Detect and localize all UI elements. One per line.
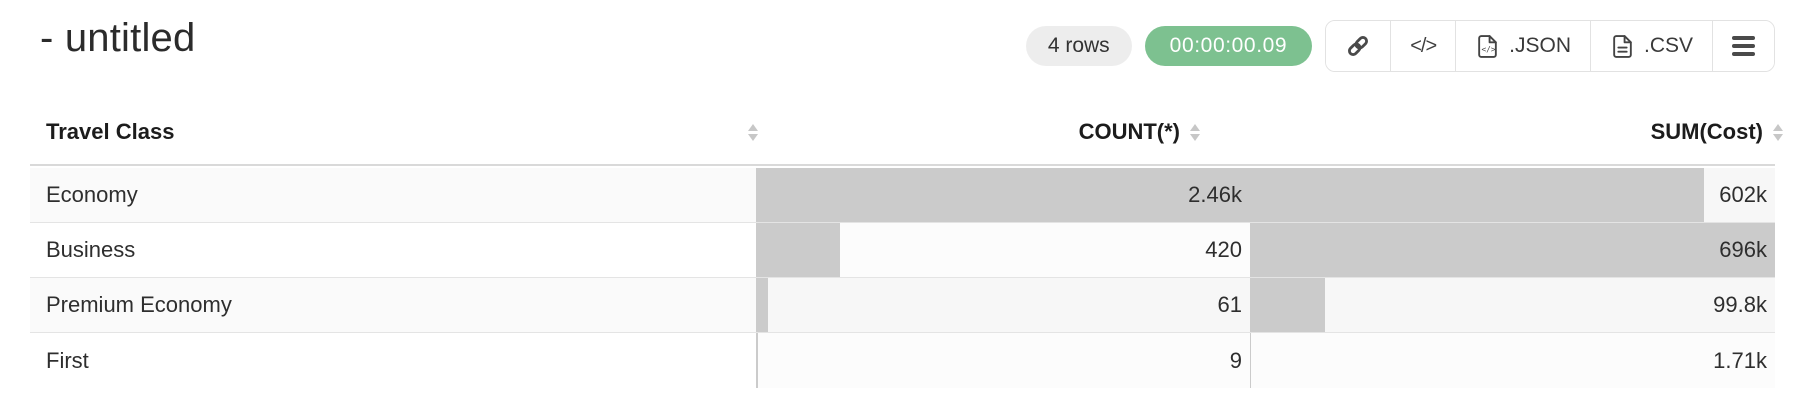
sum-cost-data-bar [1250,223,1775,277]
cell-travel-class: First [46,347,89,373]
table-header: Travel Class COUNT(*) SUM(Cost) [30,100,1783,166]
download-json-button[interactable]: </> .JSON [1455,21,1590,71]
download-csv-button[interactable]: .CSV [1589,21,1712,71]
cell-count: 2.46k [1188,182,1242,207]
table-row: Premium Economy 61 99.8k [30,278,1775,333]
sum-cost-bar-track [1250,278,1775,332]
link-icon [1348,36,1369,56]
count-bar-track [756,333,1250,388]
svg-text:</>: </> [1482,45,1496,54]
cell-count: 61 [1217,292,1242,317]
cell-count: 9 [1229,347,1242,373]
sum-cost-bar-track [1250,333,1775,388]
column-header-count[interactable]: COUNT(*) [1079,100,1200,164]
column-header-travel-class[interactable]: Travel Class [46,100,174,164]
row-count-badge: 4 rows [1025,26,1132,66]
count-data-bar [756,278,769,332]
cell-travel-class: Premium Economy [46,292,232,317]
column-label-sum-cost: SUM(Cost) [1650,119,1763,144]
menu-button[interactable] [1712,21,1774,71]
file-json-icon: </> [1478,34,1497,58]
sort-icon-travel-class[interactable] [748,100,758,164]
sort-icon-count[interactable] [1190,123,1200,141]
table-row: Economy 2.46k 602k [30,168,1775,223]
elapsed-time-badge: 00:00:00.09 [1144,26,1313,66]
table-row: First 9 1.71k [30,333,1775,388]
page-title: - untitled [40,16,196,60]
sum-cost-data-bar [1250,168,1705,222]
count-bar-track [756,168,1250,222]
column-header-sum-cost[interactable]: SUM(Cost) [1651,100,1783,164]
sum-cost-bar-track [1250,223,1775,277]
sort-icon-sum-cost[interactable] [1773,123,1783,141]
cell-sum-cost: 602k [1719,182,1767,207]
result-controls: 4 rows 00:00:00.09 </> </> [1025,20,1775,72]
table-row: Business 420 696k [30,223,1775,278]
sum-cost-data-bar [1250,278,1326,332]
sum-cost-data-bar [1250,333,1252,388]
column-label-travel-class: Travel Class [46,119,175,144]
cell-sum-cost: 99.8k [1713,292,1767,317]
sum-cost-bar-track [1250,168,1775,222]
cell-travel-class: Economy [46,182,138,207]
column-label-count: COUNT(*) [1078,119,1180,144]
json-label: .JSON [1509,34,1571,57]
table-body: Economy 2.46k 602k Business 420 696k Premium E… [30,168,1775,388]
count-data-bar [756,333,758,388]
file-csv-icon [1613,34,1632,58]
count-data-bar [756,168,1250,222]
export-toolbar: </> </> .JSON .CSV [1325,20,1775,72]
menu-icon [1732,36,1755,56]
csv-label: .CSV [1643,34,1693,57]
copy-link-button[interactable] [1326,21,1391,71]
cell-sum-cost: 696k [1719,237,1767,262]
count-data-bar [756,223,841,277]
code-icon: </> [1410,34,1437,57]
count-bar-track [756,223,1250,277]
cell-count: 420 [1205,237,1242,262]
cell-sum-cost: 1.71k [1713,347,1767,373]
count-bar-track [756,278,1250,332]
copy-code-button[interactable]: </> [1390,21,1456,71]
cell-travel-class: Business [46,237,136,262]
